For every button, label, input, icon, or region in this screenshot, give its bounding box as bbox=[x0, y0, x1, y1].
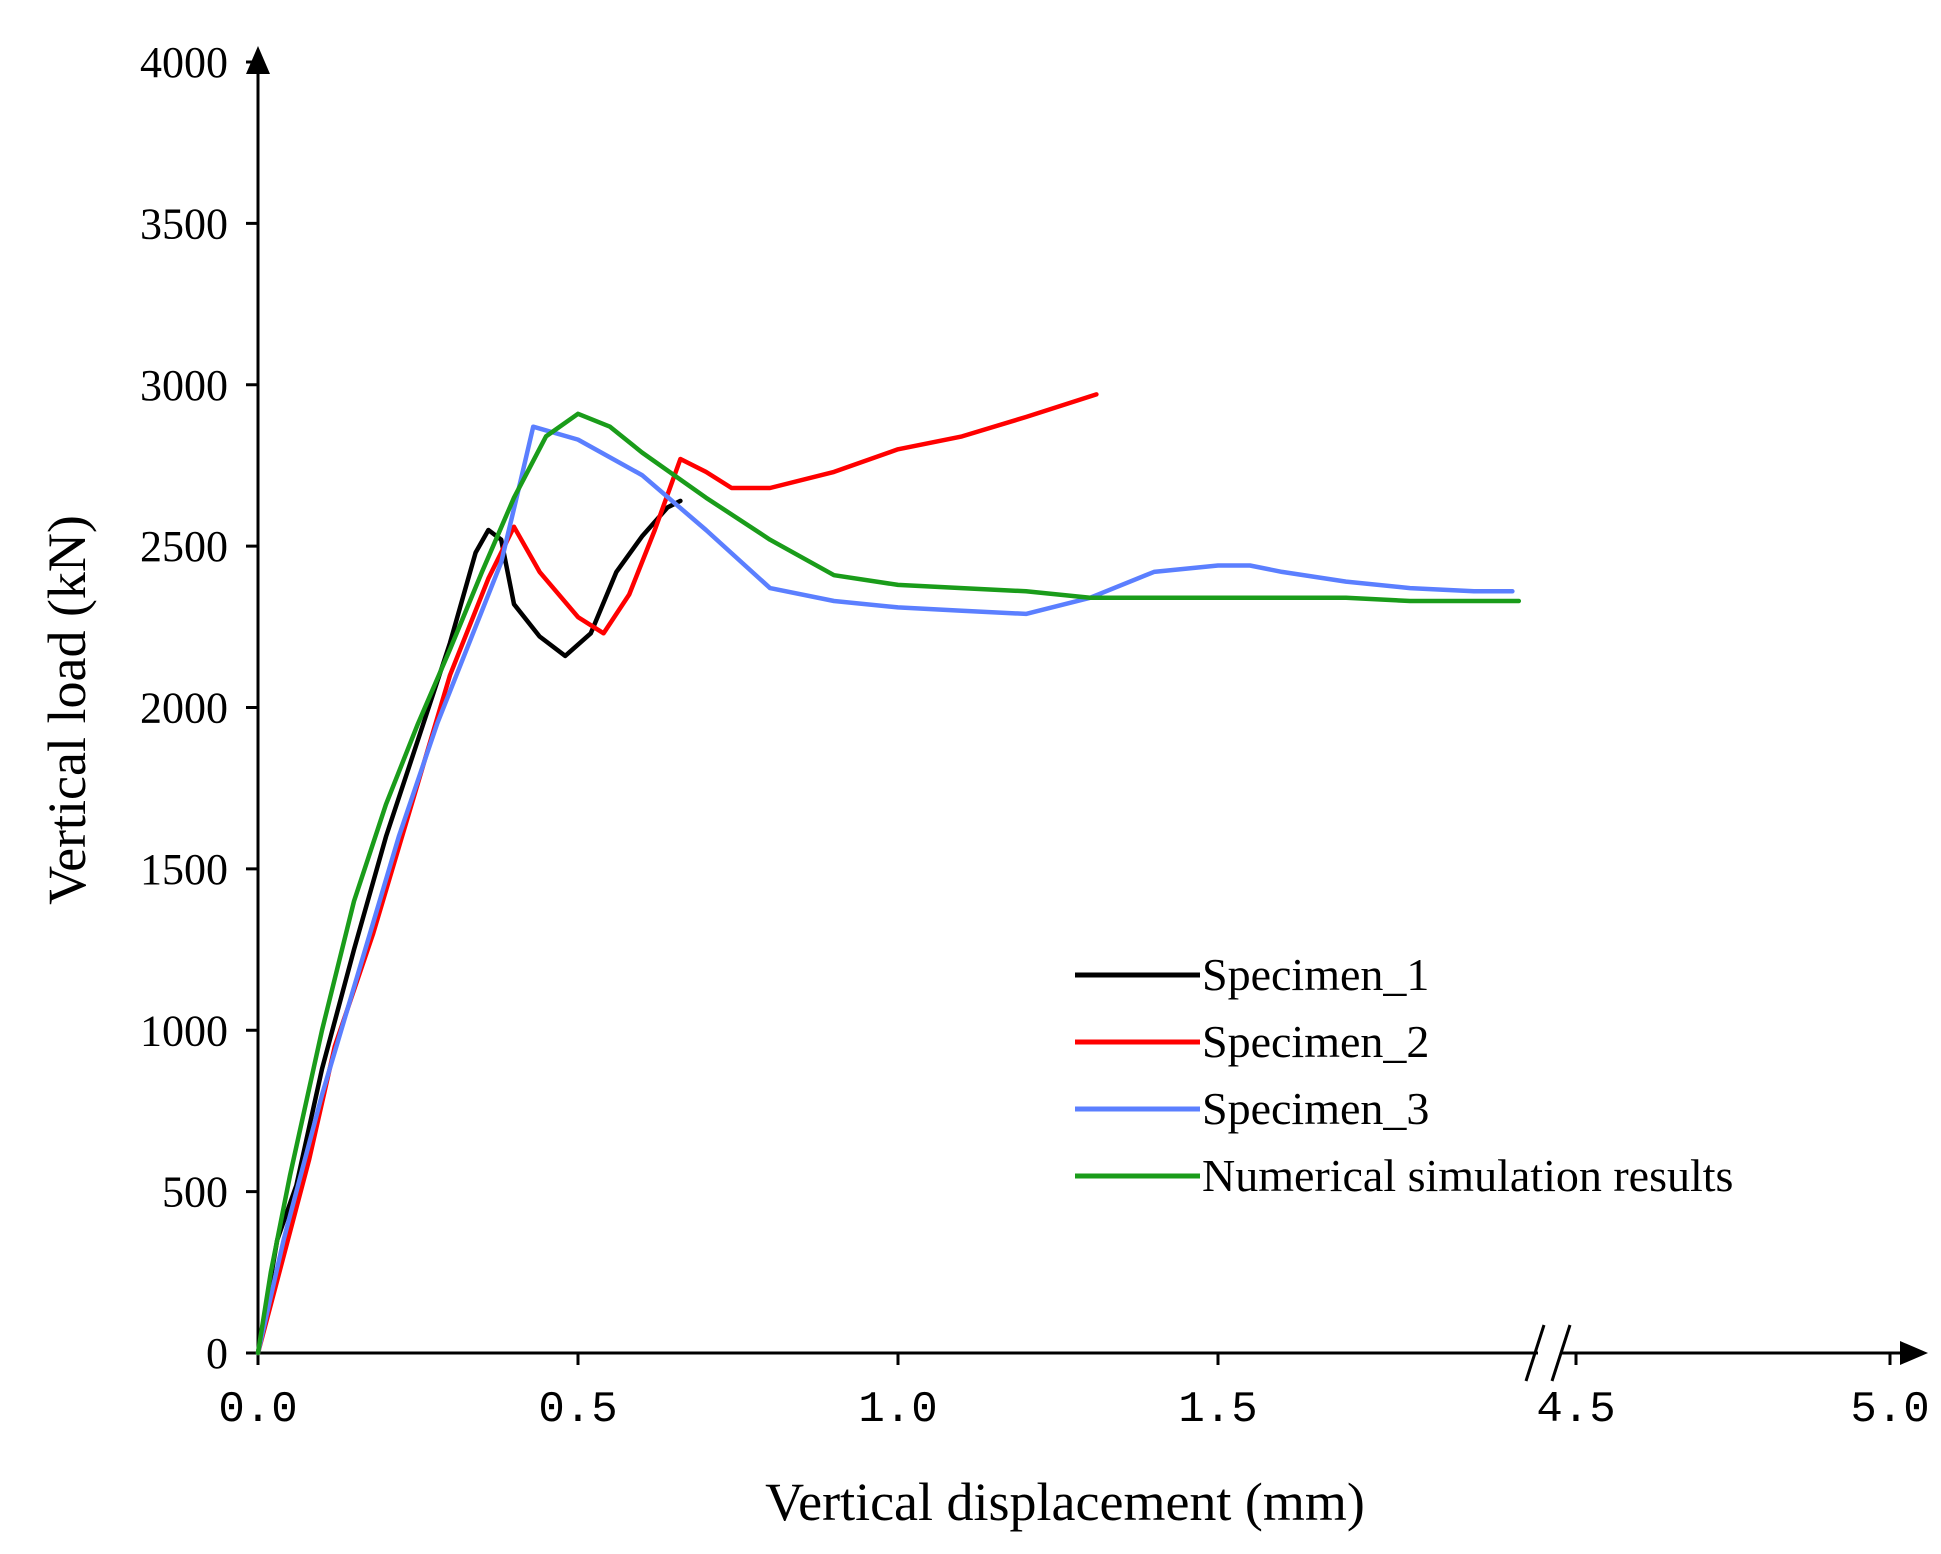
y-axis-title: Vertical load (kN) bbox=[37, 515, 97, 905]
x-tick-label: 1.0 bbox=[858, 1385, 937, 1435]
x-axis-break-mark bbox=[1550, 1324, 1572, 1382]
series-line-specimen-1 bbox=[255, 498, 683, 1356]
legend: Specimen_1 Specimen_2 Specimen_3 Numerical … bbox=[1075, 949, 1733, 1201]
y-axis-arrow bbox=[246, 46, 270, 74]
series-line-specimen-3 bbox=[255, 424, 1515, 1356]
legend-item: Specimen_1 bbox=[1075, 949, 1429, 1000]
x-axis-break-mark bbox=[1524, 1324, 1546, 1382]
y-tick-label: 4000 bbox=[140, 38, 228, 87]
legend-label: Numerical simulation results bbox=[1202, 1150, 1733, 1201]
y-tick-label: 3500 bbox=[140, 199, 228, 248]
series-lines bbox=[255, 392, 1522, 1356]
x-tick-label: 0.0 bbox=[218, 1385, 297, 1435]
y-tick-label: 1500 bbox=[140, 845, 228, 894]
legend-item: Specimen_2 bbox=[1075, 1016, 1429, 1067]
x-axis-arrow bbox=[1900, 1341, 1928, 1365]
x-axis-break-gap bbox=[1538, 1347, 1560, 1359]
y-tick-label: 1000 bbox=[140, 1006, 228, 1055]
y-tick-label: 3000 bbox=[140, 361, 228, 410]
axis-ticks: 0 500 1000 1500 2000 2500 3000 3500 4000 0.0 0.5 1.… bbox=[140, 38, 1930, 1435]
series-line-numerical-simulation-results bbox=[255, 411, 1522, 1356]
series-line-specimen-2 bbox=[255, 392, 1099, 1356]
legend-item: Specimen_3 bbox=[1075, 1083, 1429, 1134]
legend-item: Numerical simulation results bbox=[1075, 1150, 1733, 1201]
legend-label: Specimen_2 bbox=[1202, 1016, 1429, 1067]
y-tick-label: 500 bbox=[162, 1168, 228, 1217]
y-tick-label: 2000 bbox=[140, 684, 228, 733]
y-tick-label: 2500 bbox=[140, 522, 228, 571]
x-tick-label: 5.0 bbox=[1850, 1385, 1929, 1435]
x-tick-label: 4.5 bbox=[1536, 1385, 1615, 1435]
y-tick-label: 0 bbox=[206, 1329, 228, 1378]
legend-label: Specimen_3 bbox=[1202, 1083, 1429, 1134]
legend-label: Specimen_1 bbox=[1202, 949, 1429, 1000]
x-tick-label: 1.5 bbox=[1178, 1385, 1257, 1435]
x-tick-label: 0.5 bbox=[538, 1385, 617, 1435]
x-axis-title: Vertical displacement (mm) bbox=[765, 1472, 1365, 1532]
